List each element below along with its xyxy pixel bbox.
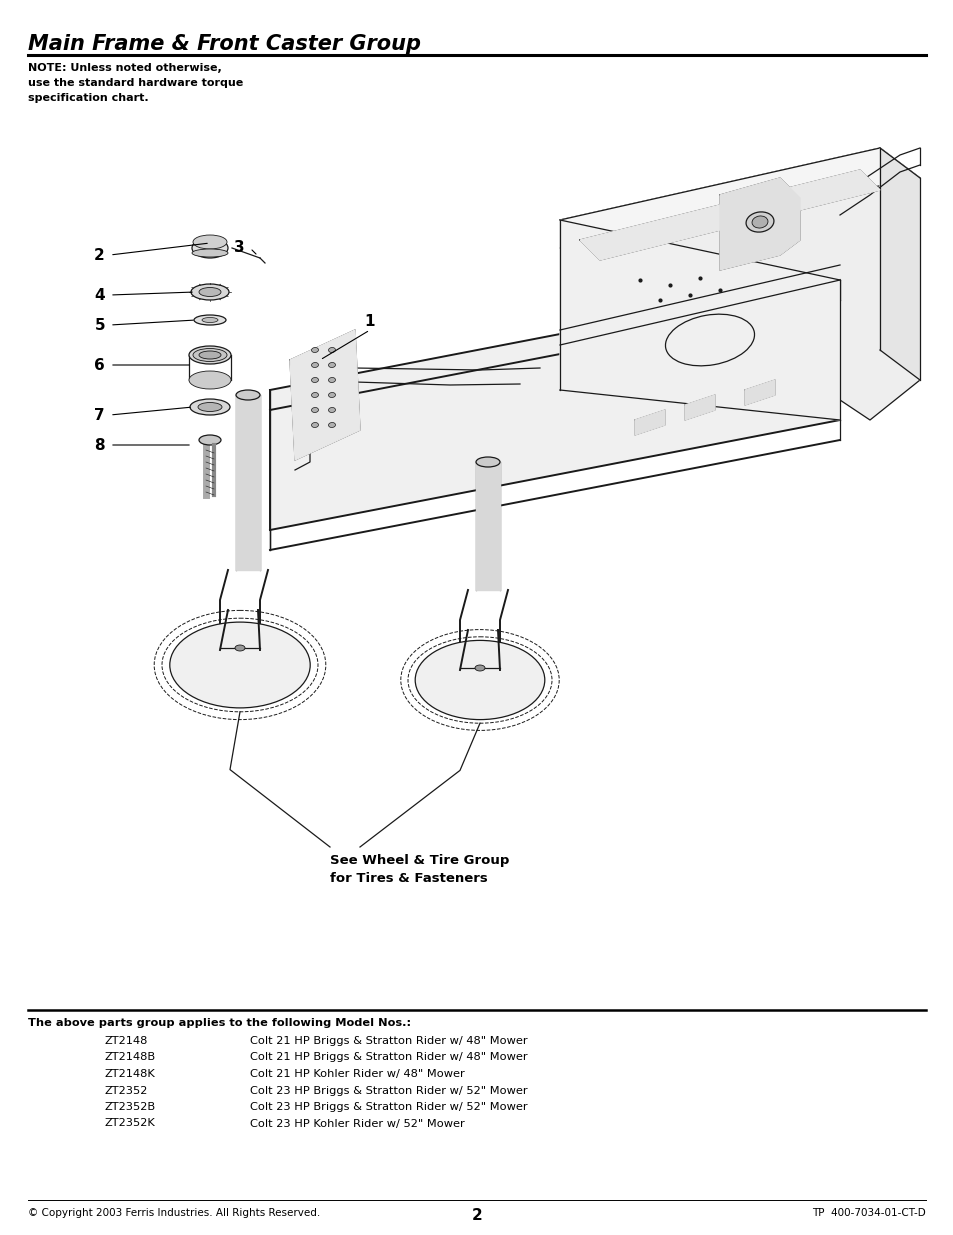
Polygon shape [635,410,664,435]
Ellipse shape [192,249,228,257]
Polygon shape [235,395,260,571]
Polygon shape [270,280,840,530]
Ellipse shape [198,403,222,411]
Polygon shape [579,170,879,261]
Ellipse shape [312,378,318,383]
Ellipse shape [193,315,226,325]
Text: Colt 21 HP Kohler Rider w/ 48" Mower: Colt 21 HP Kohler Rider w/ 48" Mower [250,1070,464,1079]
Ellipse shape [170,622,310,708]
Text: Colt 23 HP Briggs & Stratton Rider w/ 52" Mower: Colt 23 HP Briggs & Stratton Rider w/ 52… [250,1102,527,1112]
Ellipse shape [328,363,335,368]
Text: Colt 21 HP Briggs & Stratton Rider w/ 48" Mower: Colt 21 HP Briggs & Stratton Rider w/ 48… [250,1036,527,1046]
Ellipse shape [199,435,221,445]
Text: Colt 21 HP Briggs & Stratton Rider w/ 48" Mower: Colt 21 HP Briggs & Stratton Rider w/ 48… [250,1052,527,1062]
Ellipse shape [475,664,484,671]
Ellipse shape [193,235,227,249]
Text: 4: 4 [94,288,105,303]
Ellipse shape [751,216,767,228]
Text: ZT2352K: ZT2352K [105,1119,155,1129]
Ellipse shape [199,288,221,296]
Text: ZT2352: ZT2352 [105,1086,149,1095]
Ellipse shape [191,284,229,300]
Ellipse shape [234,645,245,651]
Ellipse shape [312,347,318,352]
Text: 5: 5 [94,317,105,332]
Text: Colt 23 HP Kohler Rider w/ 52" Mower: Colt 23 HP Kohler Rider w/ 52" Mower [250,1119,464,1129]
Ellipse shape [193,348,227,362]
Text: ZT2148K: ZT2148K [105,1070,155,1079]
Polygon shape [559,148,919,248]
Text: 7: 7 [94,408,105,422]
Polygon shape [879,148,919,380]
Ellipse shape [312,363,318,368]
Text: 1: 1 [364,315,375,330]
Ellipse shape [312,393,318,398]
Text: The above parts group applies to the following Model Nos.:: The above parts group applies to the fol… [28,1018,411,1028]
Ellipse shape [328,408,335,412]
Ellipse shape [328,393,335,398]
Polygon shape [290,330,359,459]
Polygon shape [559,220,840,420]
Polygon shape [559,148,919,420]
Text: ZT2148B: ZT2148B [105,1052,156,1062]
Ellipse shape [190,399,230,415]
Polygon shape [720,178,800,270]
Text: Main Frame & Front Caster Group: Main Frame & Front Caster Group [28,35,420,54]
Ellipse shape [328,378,335,383]
Ellipse shape [189,370,231,389]
Ellipse shape [312,408,318,412]
Ellipse shape [235,390,260,400]
Text: Colt 23 HP Briggs & Stratton Rider w/ 52" Mower: Colt 23 HP Briggs & Stratton Rider w/ 52… [250,1086,527,1095]
Ellipse shape [312,422,318,427]
Ellipse shape [415,641,544,720]
Text: © Copyright 2003 Ferris Industries. All Rights Reserved.: © Copyright 2003 Ferris Industries. All … [28,1208,320,1218]
Text: 6: 6 [94,357,105,373]
Polygon shape [744,380,774,405]
Ellipse shape [199,351,221,359]
Text: NOTE: Unless noted otherwise,
use the standard hardware torque
specification cha: NOTE: Unless noted otherwise, use the st… [28,63,243,103]
Text: 3: 3 [234,241,245,256]
Text: 8: 8 [94,437,105,452]
Ellipse shape [202,317,218,322]
Text: 2: 2 [94,247,105,263]
Ellipse shape [328,347,335,352]
Ellipse shape [745,212,773,232]
Ellipse shape [189,346,231,364]
Ellipse shape [328,422,335,427]
Ellipse shape [192,238,228,258]
Ellipse shape [476,457,499,467]
Text: ZT2352B: ZT2352B [105,1102,156,1112]
Polygon shape [684,395,714,420]
Text: 2: 2 [471,1208,482,1223]
Text: See Wheel & Tire Group
for Tires & Fasteners: See Wheel & Tire Group for Tires & Faste… [330,853,509,885]
Text: TP  400-7034-01-CT-D: TP 400-7034-01-CT-D [811,1208,925,1218]
Text: ZT2148: ZT2148 [105,1036,149,1046]
Polygon shape [476,462,499,590]
